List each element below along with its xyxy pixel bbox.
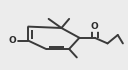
Text: O: O <box>9 36 17 45</box>
Text: O: O <box>91 22 99 31</box>
